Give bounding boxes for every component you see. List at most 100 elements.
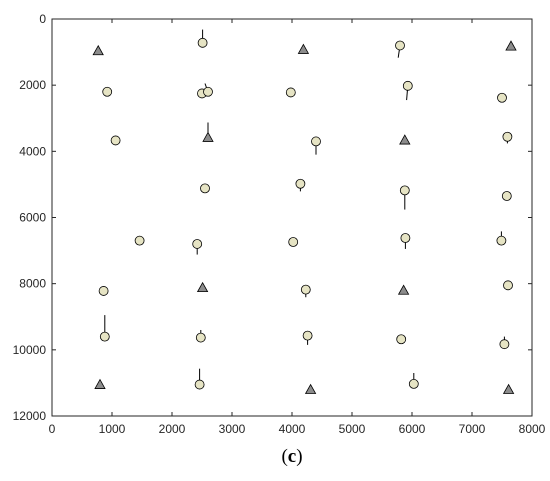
circle-marker bbox=[200, 183, 210, 194]
circle-point-0 bbox=[197, 29, 208, 48]
circle-marker bbox=[99, 331, 110, 342]
circle-point-15 bbox=[134, 235, 145, 246]
y-tick-label-2: 4000 bbox=[19, 144, 46, 158]
circle-point-16 bbox=[192, 239, 203, 255]
circle-point-2 bbox=[102, 86, 113, 97]
triangle-marker bbox=[196, 281, 209, 293]
circle-point-9 bbox=[311, 136, 321, 155]
circle-point-25 bbox=[302, 330, 313, 345]
circle-marker bbox=[402, 80, 413, 91]
circle-point-8 bbox=[110, 135, 121, 146]
circle-marker bbox=[192, 239, 203, 249]
circle-point-1 bbox=[395, 40, 405, 58]
circle-marker bbox=[311, 136, 321, 147]
x-tick-label-5: 5000 bbox=[339, 422, 366, 436]
circle-point-27 bbox=[499, 336, 510, 350]
circle-point-12 bbox=[295, 178, 306, 192]
circle-marker bbox=[203, 86, 213, 97]
circle-marker bbox=[102, 86, 113, 97]
triangle-point-0 bbox=[92, 44, 104, 56]
circle-point-13 bbox=[399, 185, 410, 210]
circle-point-18 bbox=[400, 233, 411, 249]
triangle-point-8 bbox=[304, 383, 317, 394]
circle-point-14 bbox=[501, 191, 512, 201]
triangle-point-1 bbox=[297, 43, 310, 54]
circle-point-21 bbox=[300, 284, 311, 298]
circle-marker bbox=[98, 286, 109, 296]
triangle-point-6 bbox=[397, 284, 410, 295]
y-tick-label-3: 6000 bbox=[19, 211, 46, 225]
circle-marker bbox=[300, 284, 311, 295]
triangle-marker bbox=[94, 378, 106, 389]
circle-point-19 bbox=[496, 231, 507, 246]
panel-label: (c) bbox=[281, 446, 302, 467]
triangle-marker bbox=[505, 40, 517, 51]
circle-point-26 bbox=[396, 334, 407, 345]
circle-marker bbox=[408, 379, 419, 389]
circle-marker bbox=[194, 379, 205, 390]
x-tick-label-1: 1000 bbox=[99, 422, 126, 436]
y-tick-label-0: 0 bbox=[39, 12, 46, 26]
circle-point-5 bbox=[285, 87, 296, 98]
circle-point-11 bbox=[200, 183, 210, 194]
x-tick-label-7: 7000 bbox=[459, 422, 486, 436]
triangle-marker bbox=[397, 284, 410, 295]
x-tick-label-3: 3000 bbox=[219, 422, 246, 436]
chart-marks bbox=[92, 29, 517, 394]
triangle-point-2 bbox=[505, 40, 517, 51]
circle-marker bbox=[134, 235, 145, 246]
circle-point-29 bbox=[408, 372, 419, 389]
circle-point-7 bbox=[497, 92, 507, 103]
circle-marker bbox=[502, 131, 513, 142]
circle-point-23 bbox=[99, 315, 110, 342]
panel-label-letter: c bbox=[288, 446, 296, 467]
circle-point-20 bbox=[98, 286, 109, 296]
x-tick-label-4: 4000 bbox=[279, 422, 306, 436]
y-tick-label-1: 2000 bbox=[19, 78, 46, 92]
circle-point-22 bbox=[503, 280, 513, 291]
circle-marker bbox=[497, 92, 507, 103]
triangle-marker bbox=[202, 131, 214, 142]
panel-label-close: ) bbox=[296, 446, 302, 467]
triangle-point-5 bbox=[196, 281, 209, 293]
x-tick-label-6: 6000 bbox=[399, 422, 426, 436]
circle-marker bbox=[288, 237, 299, 247]
circle-point-4 bbox=[203, 83, 213, 97]
circle-marker bbox=[110, 135, 121, 146]
triangle-point-7 bbox=[94, 378, 106, 389]
circle-marker bbox=[302, 330, 313, 341]
circle-marker bbox=[503, 280, 513, 291]
triangle-marker bbox=[92, 44, 104, 56]
circle-marker bbox=[285, 87, 296, 98]
panel-label-open: ( bbox=[281, 446, 287, 467]
circle-marker bbox=[197, 37, 208, 48]
x-tick-label-8: 8000 bbox=[519, 422, 546, 436]
circle-marker bbox=[399, 185, 410, 196]
circle-marker bbox=[496, 235, 507, 246]
circle-marker bbox=[501, 191, 512, 201]
plot-frame bbox=[51, 18, 533, 417]
y-tick-label-4: 8000 bbox=[19, 277, 46, 291]
circle-point-17 bbox=[288, 237, 299, 247]
triangle-marker bbox=[304, 383, 317, 394]
x-tick-label-0: 0 bbox=[49, 422, 56, 436]
triangle-point-4 bbox=[399, 134, 411, 145]
triangle-marker bbox=[502, 383, 515, 394]
triangle-point-3 bbox=[202, 122, 214, 142]
y-tick-label-6: 12000 bbox=[13, 409, 47, 423]
circle-point-24 bbox=[195, 329, 206, 343]
triangle-point-9 bbox=[502, 383, 515, 394]
circle-marker bbox=[396, 334, 407, 345]
circle-marker bbox=[195, 332, 206, 343]
chart-axes: 0 1000 2000 3000 4000 5000 6000 7000 8000 0 2000 40… bbox=[13, 12, 546, 436]
triangle-marker bbox=[297, 43, 310, 54]
circle-point-10 bbox=[502, 131, 513, 144]
circle-marker bbox=[400, 233, 411, 243]
circle-marker bbox=[499, 339, 510, 350]
x-tick-label-2: 2000 bbox=[159, 422, 186, 436]
triangle-marker bbox=[399, 134, 411, 145]
circle-marker bbox=[395, 40, 405, 51]
y-tick-label-5: 10000 bbox=[13, 343, 47, 357]
circle-point-28 bbox=[194, 368, 205, 390]
